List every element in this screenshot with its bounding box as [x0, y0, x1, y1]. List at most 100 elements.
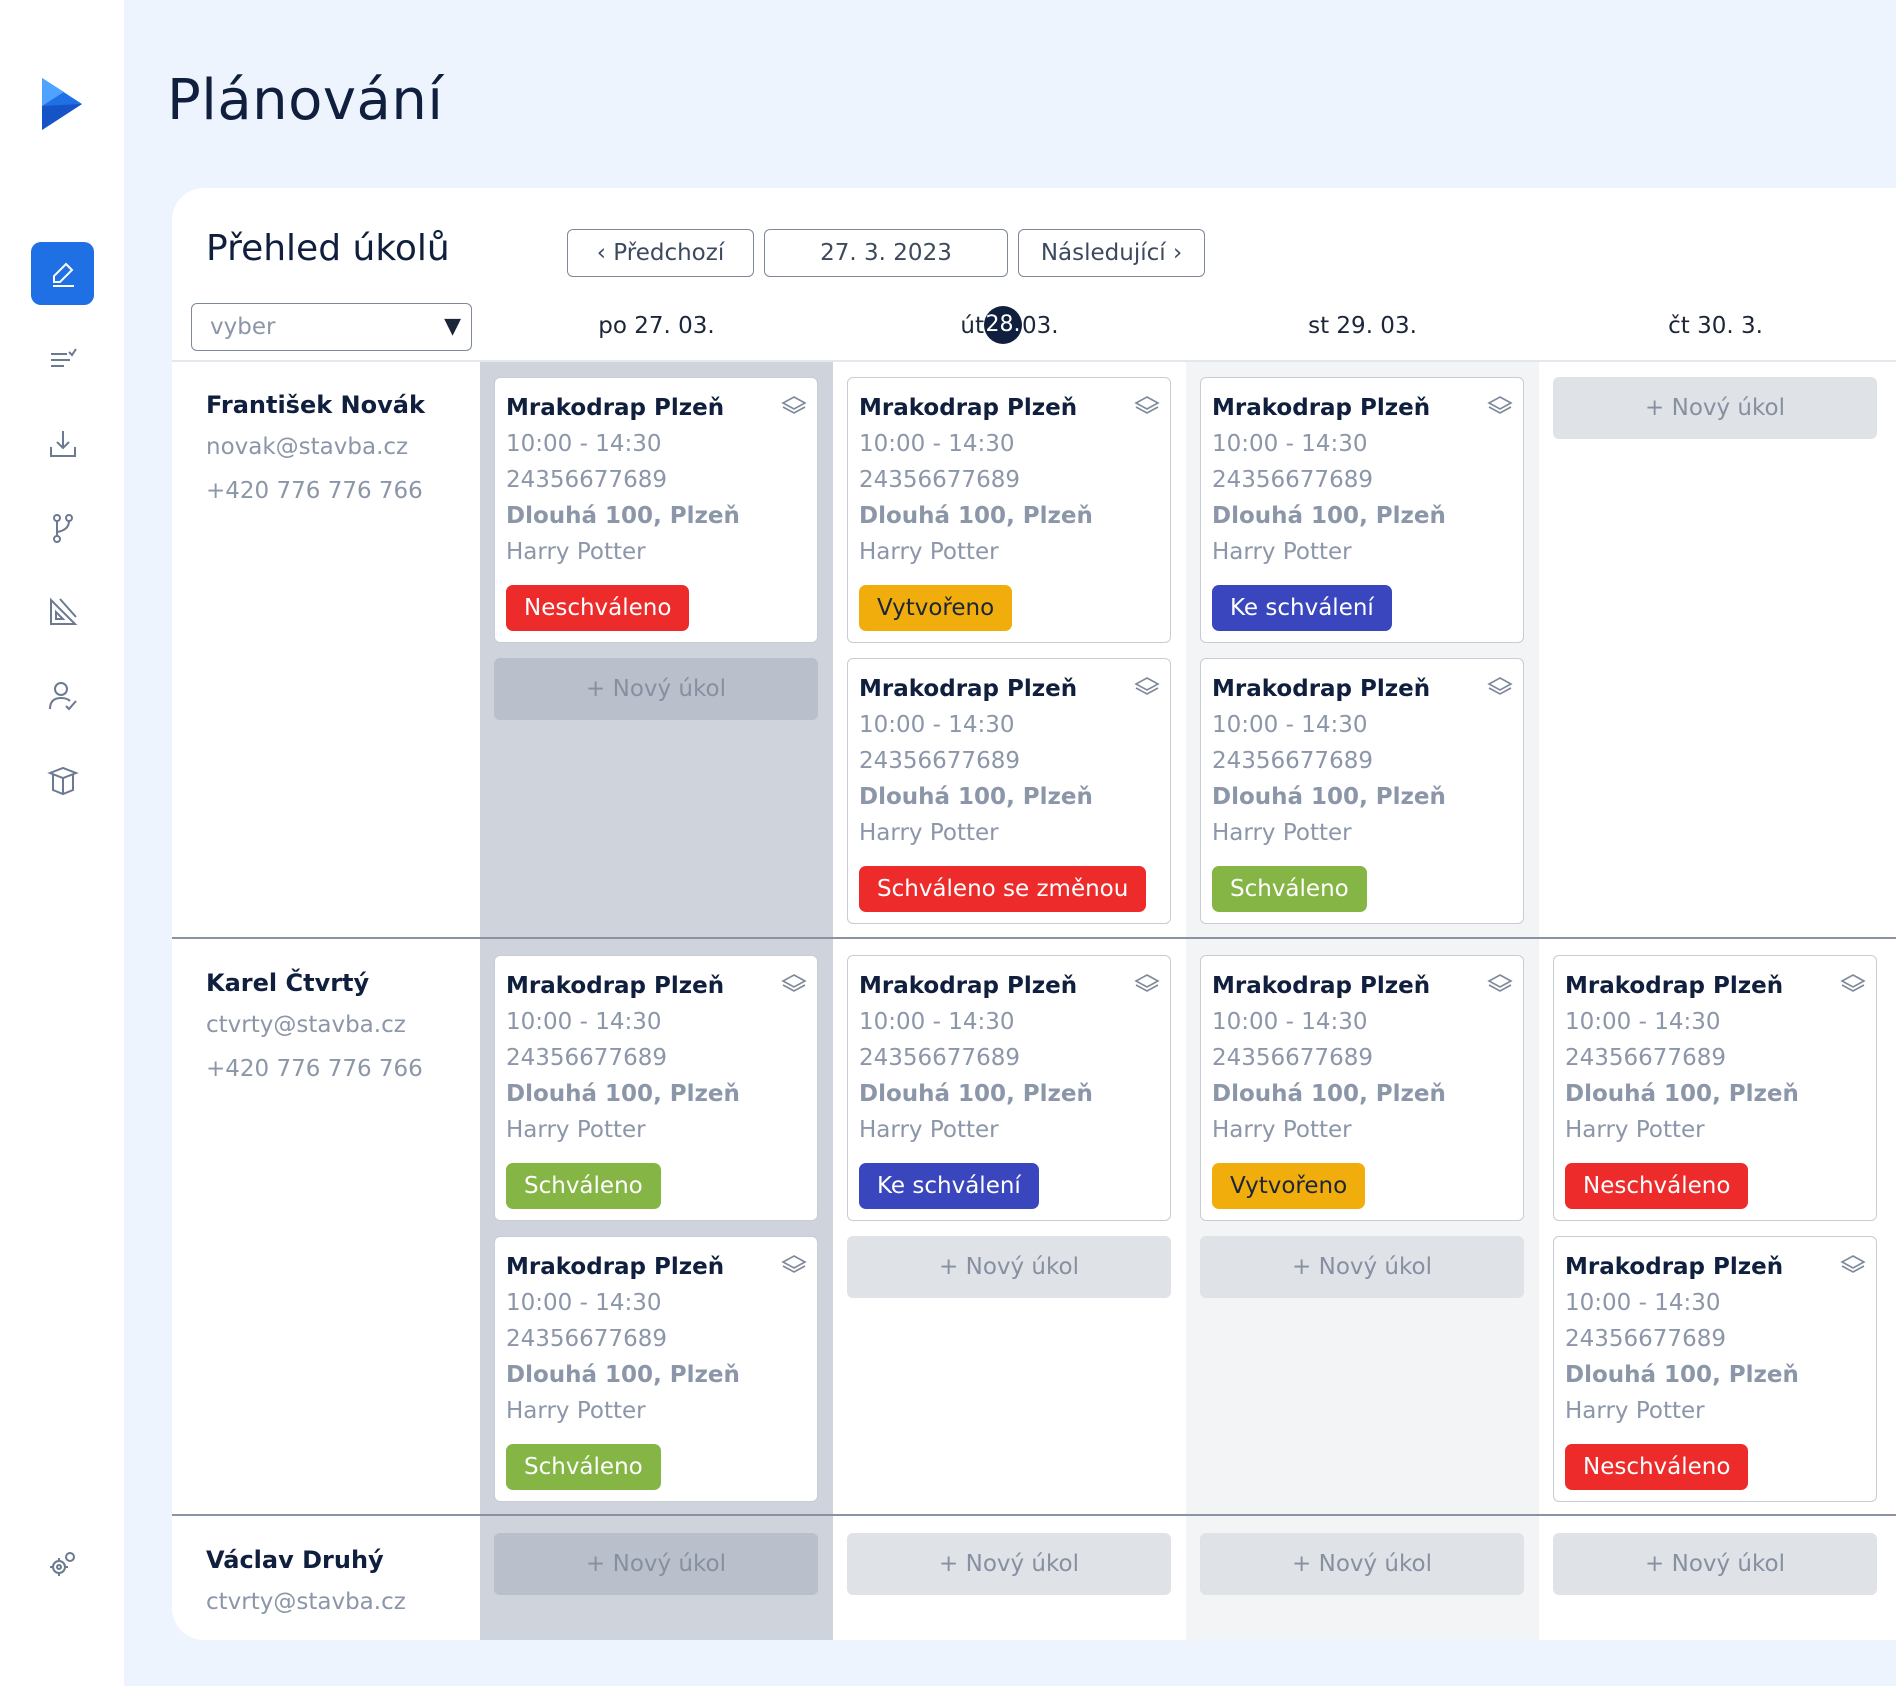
new-task-button[interactable]: + Nový úkol [494, 1533, 818, 1595]
task-card[interactable]: Mrakodrap Plzeň 10:00 - 14:30 2435667768… [847, 955, 1171, 1221]
new-task-button[interactable]: + Nový úkol [847, 1236, 1171, 1298]
person-name: Karel Čtvrtý [206, 969, 370, 997]
layers-icon[interactable] [1840, 972, 1866, 996]
nav-tasks-button[interactable] [31, 328, 94, 391]
status-badge: Vytvořeno [1212, 1163, 1366, 1209]
task-card[interactable]: Mrakodrap Plzeň 10:00 - 14:30 2435667768… [1200, 658, 1524, 924]
person-select[interactable]: vyber ▼ [191, 303, 472, 351]
settings-button[interactable] [31, 1532, 94, 1595]
nav-drafting-button[interactable] [31, 580, 94, 643]
task-time: 10:00 - 14:30 [506, 431, 662, 457]
person-row-header: Václav Druhý ctvrty@stavba.cz [206, 1540, 406, 1624]
nav-branch-button[interactable] [31, 496, 94, 559]
task-code: 24356677689 [506, 467, 667, 493]
layers-icon[interactable] [1134, 675, 1160, 699]
caret-down-icon: ▼ [444, 314, 461, 339]
app-logo[interactable] [38, 76, 86, 134]
task-title: Mrakodrap Plzeň [506, 1254, 725, 1280]
layers-icon[interactable] [1487, 394, 1513, 418]
task-time: 10:00 - 14:30 [506, 1009, 662, 1035]
status-badge: Vytvořeno [859, 585, 1013, 631]
task-card[interactable]: Mrakodrap Plzeň 10:00 - 14:30 2435667768… [1200, 955, 1524, 1221]
task-code: 24356677689 [1212, 467, 1373, 493]
task-address: Dlouhá 100, Plzeň [1212, 1081, 1446, 1107]
person-row-header: František Novák novak@stavba.cz +420 776… [206, 385, 425, 513]
task-title: Mrakodrap Plzeň [1565, 1254, 1784, 1280]
task-time: 10:00 - 14:30 [506, 1290, 662, 1316]
task-title: Mrakodrap Plzeň [1565, 973, 1784, 999]
new-task-button[interactable]: + Nový úkol [1200, 1236, 1524, 1298]
task-card[interactable]: Mrakodrap Plzeň 10:00 - 14:30 2435667768… [1553, 955, 1877, 1221]
date-field[interactable]: 27. 3. 2023 [764, 229, 1008, 277]
nav-materials-button[interactable] [31, 748, 94, 811]
layers-icon[interactable] [1840, 1253, 1866, 1277]
task-card[interactable]: Mrakodrap Plzeň 10:00 - 14:30 2435667768… [494, 955, 818, 1221]
new-task-button[interactable]: + Nový úkol [847, 1533, 1171, 1595]
page-title: Plánování [167, 68, 444, 133]
day-header-thursday[interactable]: čt 30. 3. [1539, 306, 1892, 346]
task-card[interactable]: Mrakodrap Plzeň 10:00 - 14:30 2435667768… [847, 658, 1171, 924]
task-address: Dlouhá 100, Plzeň [506, 1362, 740, 1388]
layers-icon[interactable] [781, 972, 807, 996]
person-phone[interactable]: +420 776 776 766 [206, 1056, 423, 1082]
status-badge: Neschváleno [506, 585, 690, 631]
edit-icon [52, 262, 74, 287]
overview-title: Přehled úkolů [206, 228, 450, 269]
task-title: Mrakodrap Plzeň [859, 973, 1078, 999]
task-card[interactable]: Mrakodrap Plzeň 10:00 - 14:30 2435667768… [494, 1236, 818, 1502]
new-task-button[interactable]: + Nový úkol [494, 658, 818, 720]
person-email[interactable]: ctvrty@stavba.cz [206, 1589, 406, 1615]
task-card[interactable]: Mrakodrap Plzeň 10:00 - 14:30 2435667768… [494, 377, 818, 643]
person-phone[interactable]: +420 776 776 766 [206, 478, 423, 504]
layers-icon[interactable] [1487, 972, 1513, 996]
sidebar [0, 0, 124, 1686]
day-header-monday[interactable]: po 27. 03. [480, 306, 833, 346]
next-button[interactable]: Následující › [1018, 229, 1205, 277]
nav-download-button[interactable] [31, 412, 94, 475]
task-person: Harry Potter [1212, 1117, 1352, 1143]
layers-icon[interactable] [1487, 675, 1513, 699]
person-email[interactable]: ctvrty@stavba.cz [206, 1012, 406, 1038]
status-badge: Schváleno se změnou [859, 866, 1147, 912]
list-check-icon [50, 347, 77, 367]
status-badge: Schváleno [1212, 866, 1367, 912]
day-header-tuesday[interactable]: út28.03. [833, 306, 1186, 346]
task-person: Harry Potter [1212, 820, 1352, 846]
task-person: Harry Potter [1565, 1117, 1705, 1143]
task-card[interactable]: Mrakodrap Plzeň 10:00 - 14:30 2435667768… [847, 377, 1171, 643]
day-header-wednesday[interactable]: st 29. 03. [1186, 306, 1539, 346]
person-name: Václav Druhý [206, 1546, 384, 1574]
day-header-label: út [960, 313, 985, 339]
task-card[interactable]: Mrakodrap Plzeň 10:00 - 14:30 2435667768… [1553, 1236, 1877, 1502]
task-card[interactable]: Mrakodrap Plzeň 10:00 - 14:30 2435667768… [1200, 377, 1524, 643]
task-person: Harry Potter [506, 1398, 646, 1424]
status-badge: Schváleno [506, 1444, 661, 1490]
row-divider [172, 937, 1896, 939]
layers-icon[interactable] [1134, 972, 1160, 996]
layers-icon[interactable] [781, 1253, 807, 1277]
task-code: 24356677689 [1212, 1045, 1373, 1071]
task-code: 24356677689 [859, 748, 1020, 774]
new-task-button[interactable]: + Nový úkol [1553, 377, 1877, 439]
task-code: 24356677689 [1212, 748, 1373, 774]
select-placeholder: vyber [210, 314, 276, 340]
person-email[interactable]: novak@stavba.cz [206, 434, 409, 460]
new-task-button[interactable]: + Nový úkol [1553, 1533, 1877, 1595]
person-name: František Novák [206, 391, 425, 419]
layers-icon[interactable] [781, 394, 807, 418]
task-title: Mrakodrap Plzeň [1212, 973, 1431, 999]
task-time: 10:00 - 14:30 [1212, 1009, 1368, 1035]
nav-users-button[interactable] [31, 664, 94, 727]
task-address: Dlouhá 100, Plzeň [1212, 784, 1446, 810]
new-task-button[interactable]: + Nový úkol [1200, 1533, 1524, 1595]
nav-planning-button[interactable] [31, 242, 94, 305]
layers-icon[interactable] [1134, 394, 1160, 418]
task-person: Harry Potter [1212, 539, 1352, 565]
task-person: Harry Potter [859, 820, 999, 846]
task-person: Harry Potter [859, 539, 999, 565]
status-badge: Ke schválení [1212, 585, 1392, 631]
day-header-month: 03. [1022, 313, 1059, 339]
task-title: Mrakodrap Plzeň [1212, 395, 1431, 421]
day-header-label: st 29. 03. [1308, 313, 1417, 339]
previous-button[interactable]: ‹ Předchozí [567, 229, 754, 277]
